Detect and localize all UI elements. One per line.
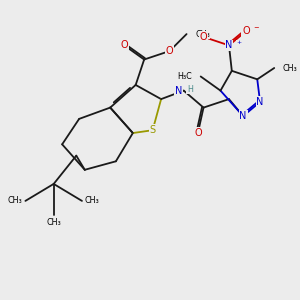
Text: N: N	[256, 97, 264, 107]
Text: N: N	[175, 85, 182, 96]
Text: H₃C: H₃C	[178, 72, 192, 81]
Text: CH₃: CH₃	[195, 30, 210, 39]
Text: CH₃: CH₃	[46, 218, 61, 227]
Text: O: O	[194, 128, 202, 138]
Text: N: N	[239, 111, 247, 121]
Text: O: O	[166, 46, 173, 56]
Text: −: −	[253, 26, 259, 32]
Text: S: S	[150, 125, 156, 135]
Text: O: O	[121, 40, 128, 50]
Text: N: N	[225, 40, 233, 50]
Text: +: +	[236, 40, 242, 45]
Text: H: H	[187, 85, 193, 94]
Text: CH₃: CH₃	[8, 196, 22, 206]
Text: O: O	[200, 32, 207, 42]
Text: O: O	[242, 26, 250, 36]
Text: CH₃: CH₃	[283, 64, 298, 73]
Text: CH₃: CH₃	[85, 196, 100, 206]
